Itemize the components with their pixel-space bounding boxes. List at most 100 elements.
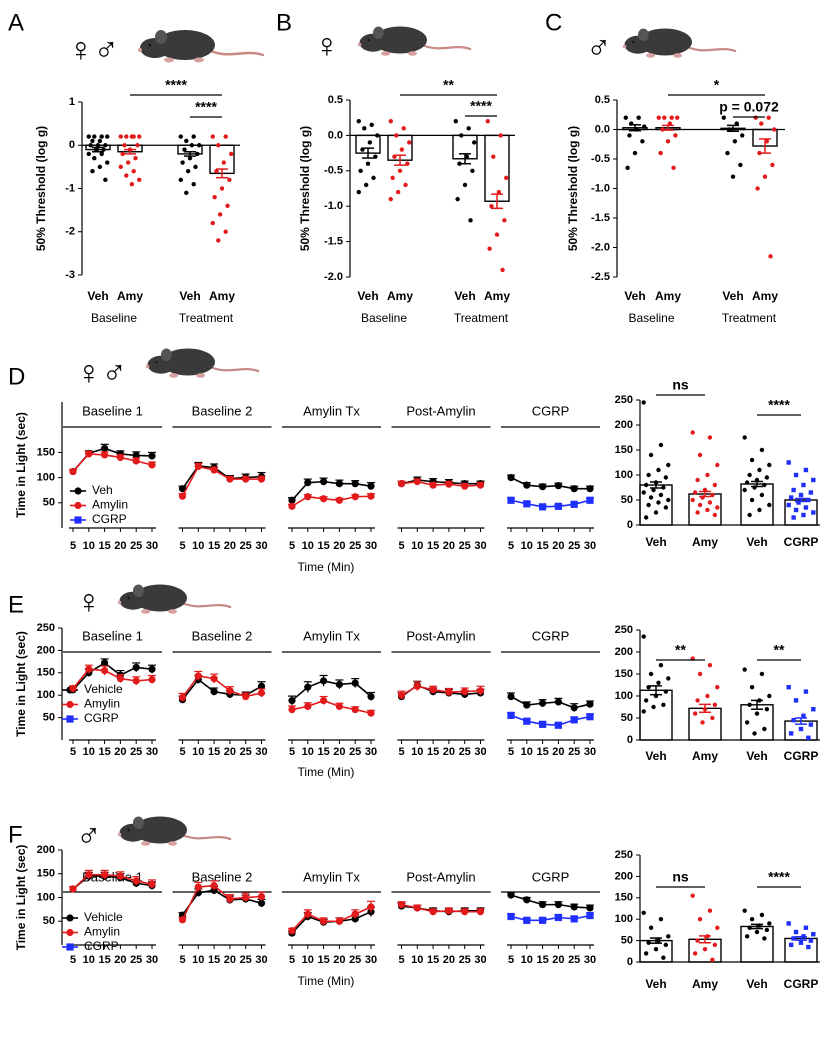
data-point — [661, 955, 666, 960]
significance-label: ** — [675, 642, 686, 658]
mouse-body — [161, 348, 215, 376]
y-tick-label: -1.0 — [324, 200, 343, 212]
error-bar — [699, 490, 711, 498]
data-point — [768, 254, 773, 259]
data-point — [747, 512, 752, 518]
y-tick-label: 150 — [37, 446, 55, 458]
x-axis-title: Time (Min) — [298, 765, 355, 779]
x-tick-label: 10 — [192, 954, 204, 966]
sex-symbol: ♀ — [314, 27, 340, 65]
series-point — [132, 451, 140, 460]
data-point — [767, 921, 772, 926]
x-tick-label: 10 — [302, 746, 314, 758]
data-point — [801, 512, 806, 518]
category-label: Veh — [645, 977, 666, 991]
data-point — [806, 497, 811, 503]
x-tick-label: 25 — [240, 540, 252, 552]
data-point — [808, 490, 814, 495]
data-point — [744, 720, 750, 725]
y-tick-label: 200 — [615, 870, 633, 882]
x-tick-label: 10 — [411, 954, 423, 966]
data-point — [658, 442, 664, 448]
data-point — [770, 162, 775, 168]
error-bar — [650, 685, 662, 696]
data-point — [764, 475, 770, 480]
mouse-ear — [373, 26, 384, 40]
series-point — [226, 687, 234, 695]
error-bar — [751, 699, 763, 710]
data-point — [669, 115, 674, 120]
data-point — [388, 196, 393, 202]
y-tick-label: 200 — [37, 644, 55, 656]
panel-letter: B — [276, 9, 292, 36]
data-point — [103, 177, 108, 183]
x-tick-label: 5 — [508, 746, 514, 758]
data-point — [401, 126, 406, 131]
x-tick-label: 25 — [130, 540, 142, 552]
data-point — [466, 126, 471, 131]
category-label: Veh — [454, 289, 475, 303]
x-tick-label: 10 — [83, 954, 95, 966]
data-point — [695, 477, 700, 483]
x-tick-label: 20 — [552, 954, 564, 966]
x-tick-label: 15 — [317, 540, 329, 552]
series-point — [101, 659, 109, 667]
data-point — [759, 912, 765, 918]
data-point — [663, 475, 669, 480]
category-label: Amy — [655, 289, 681, 303]
series-point — [148, 675, 156, 684]
y-tick-label: -3 — [65, 269, 75, 281]
data-point — [759, 121, 764, 126]
data-point — [90, 138, 95, 144]
data-point — [367, 140, 373, 145]
data-point — [472, 140, 477, 145]
y-tick-label: 250 — [615, 849, 633, 861]
mouse-tail — [210, 366, 260, 373]
data-point — [229, 151, 234, 157]
error-bar — [795, 497, 807, 503]
legend-label: Amylin — [84, 697, 120, 711]
series-point — [570, 903, 578, 911]
data-point — [695, 510, 700, 515]
data-point — [757, 507, 762, 513]
series-point — [507, 692, 515, 701]
data-point — [749, 917, 755, 922]
series-point — [445, 688, 453, 696]
series-point — [304, 479, 312, 487]
mouse-nose — [138, 48, 142, 52]
error-bar — [751, 923, 763, 930]
data-point — [786, 685, 791, 690]
series-point — [132, 677, 140, 685]
mouse-foot — [646, 53, 656, 58]
data-point — [712, 702, 718, 707]
y-tick-label: 150 — [615, 668, 633, 680]
series-point — [570, 485, 578, 493]
x-tick-label: 30 — [584, 540, 596, 552]
series-point — [476, 481, 485, 489]
group-label: Baseline — [91, 311, 137, 325]
x-tick-label: 20 — [224, 954, 236, 966]
data-point — [697, 502, 703, 508]
mouse-ear — [155, 30, 167, 44]
series-point — [210, 688, 218, 696]
panel: B ♀ 50% Threshold (log g) 0.5 0.0 -0.5 -1.0 -1.… — [276, 9, 515, 325]
series-point — [586, 485, 594, 493]
mouse-body — [155, 30, 215, 60]
series-point — [148, 452, 156, 460]
series-point — [178, 916, 187, 924]
data-point — [135, 143, 140, 148]
x-tick-label: 15 — [427, 746, 439, 758]
y-tick-label: 50 — [43, 712, 55, 724]
data-point — [118, 164, 123, 170]
x-tick-label: 15 — [208, 540, 220, 552]
data-point — [663, 505, 669, 510]
x-tick-label: 15 — [208, 746, 220, 758]
x-tick-label: 15 — [536, 954, 548, 966]
legend-marker — [74, 501, 82, 510]
series-point — [210, 466, 218, 474]
y-tick-label: 0 — [627, 956, 633, 968]
data-point — [811, 477, 816, 483]
y-tick-label: -0.5 — [591, 153, 610, 165]
series-point — [335, 480, 343, 488]
data-point — [656, 467, 661, 473]
